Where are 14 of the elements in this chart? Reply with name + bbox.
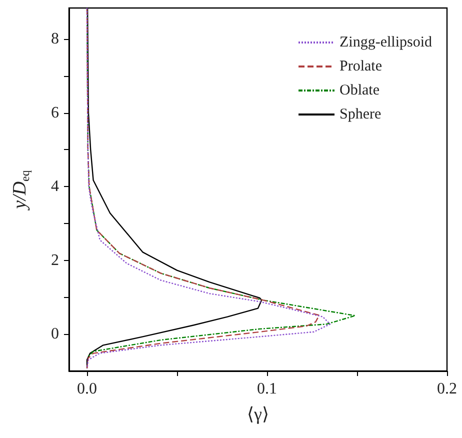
y-tick-label: 0: [51, 326, 59, 343]
legend-label: Oblate: [340, 82, 380, 98]
y-tick-label: 2: [51, 252, 59, 269]
y-tick-label: 6: [51, 104, 59, 122]
legend-label: Sphere: [340, 106, 382, 122]
legend-label: Zingg-ellipsoid: [340, 34, 432, 50]
x-tick-label: 0.1: [257, 380, 277, 398]
y-tick-label: 4: [51, 178, 59, 196]
x-axis-title: ⟨γ⟩: [247, 404, 269, 424]
x-tick-label: 0.2: [437, 380, 457, 398]
x-tick-label: 0.0: [77, 380, 97, 398]
y-axis-title: y/Deq: [10, 170, 32, 211]
legend-label: Prolate: [340, 58, 382, 74]
y-tick-label: 8: [51, 30, 59, 48]
